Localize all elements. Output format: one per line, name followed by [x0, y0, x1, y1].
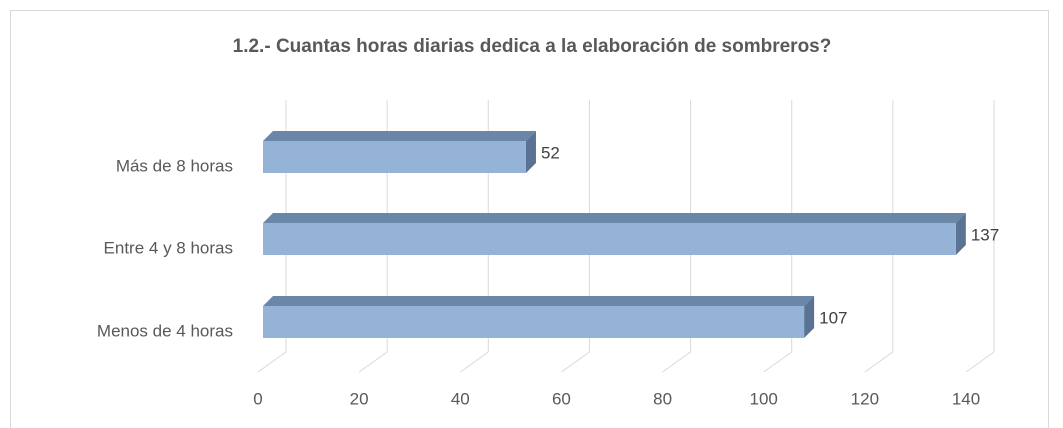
bar	[263, 306, 805, 338]
x-tick-label: 60	[552, 389, 571, 408]
y-tick-label: Menos de 4 horas	[97, 321, 233, 340]
chart-border	[10, 10, 1049, 428]
floor-line	[965, 351, 995, 373]
x-tick-label: 80	[653, 389, 672, 408]
bar-top	[263, 131, 536, 141]
floor-line	[459, 351, 489, 373]
floor-line	[358, 351, 388, 373]
x-tick-label: 0	[253, 389, 262, 408]
floor-line	[257, 351, 287, 373]
bar-side	[804, 296, 815, 338]
x-tick-label: 140	[952, 389, 980, 408]
x-tick-label: 120	[851, 389, 879, 408]
value-label: 137	[971, 225, 999, 244]
bar-side	[955, 213, 966, 255]
x-tick-label: 40	[451, 389, 470, 408]
value-label: 52	[541, 143, 560, 162]
bar	[263, 141, 526, 173]
floor-line	[763, 351, 793, 373]
y-tick-label: Entre 4 y 8 horas	[104, 238, 233, 257]
bar-top	[263, 296, 815, 306]
value-label: 107	[819, 308, 847, 327]
y-tick-label: Más de 8 horas	[116, 156, 233, 175]
chart-title: 1.2.- Cuantas horas diarias dedica a la …	[233, 36, 832, 57]
floor-line	[561, 351, 590, 373]
bar	[263, 223, 956, 255]
x-tick-label: 20	[350, 389, 369, 408]
bar-side	[525, 131, 536, 173]
x-tick-label: 100	[750, 389, 778, 408]
floor-line	[662, 351, 691, 373]
bar-top	[263, 213, 966, 223]
floor-line	[864, 351, 894, 373]
